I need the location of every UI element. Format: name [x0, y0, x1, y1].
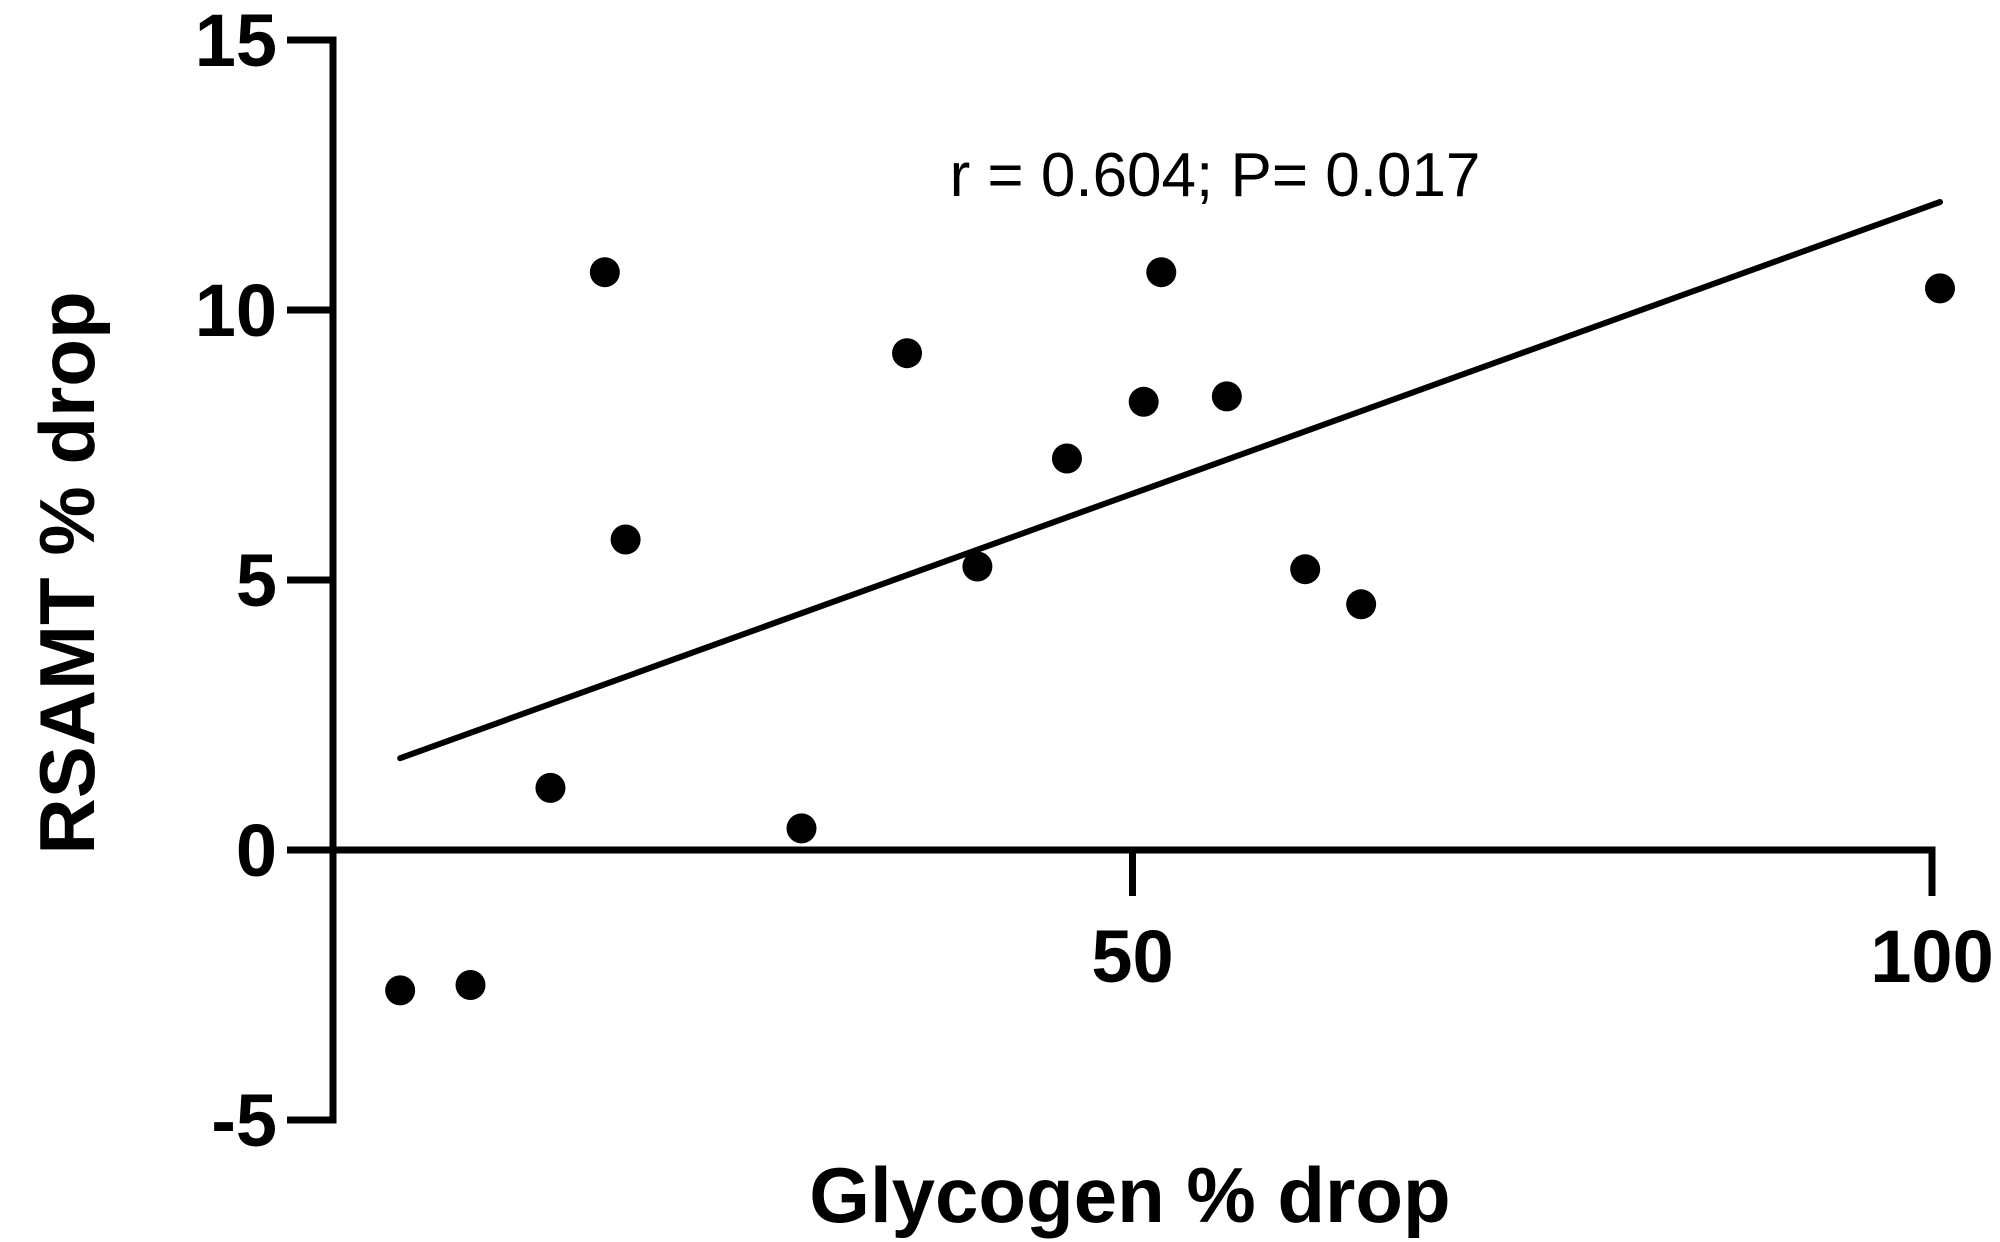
regression-line-group: [397, 199, 1943, 762]
y-tick-label: -5: [211, 1079, 277, 1162]
data-point: [385, 975, 416, 1006]
data-point: [1051, 443, 1082, 474]
data-point: [1146, 257, 1177, 288]
data-point: [455, 970, 486, 1000]
regression-line: [397, 199, 1943, 762]
y-axis-title: RSAMT % drop: [23, 291, 111, 854]
y-tick-label: 5: [236, 539, 277, 622]
y-tick-label: 10: [195, 269, 277, 352]
data-point: [1924, 273, 1955, 304]
data-point: [610, 524, 641, 555]
data-point: [535, 772, 566, 803]
y-tick-label: 0: [236, 809, 277, 892]
data-point: [1128, 386, 1159, 417]
data-points: [385, 257, 1955, 1006]
data-point: [786, 813, 817, 844]
data-point: [962, 551, 993, 582]
data-point: [589, 257, 620, 288]
data-point: [1346, 589, 1377, 620]
y-tick-label: 15: [195, 0, 277, 82]
x-tick-label: 50: [1091, 915, 1173, 998]
correlation-annotation: r = 0.604; P= 0.017: [950, 141, 1481, 210]
data-point: [1211, 381, 1242, 412]
data-point: [892, 338, 923, 369]
data-point: [1290, 554, 1321, 585]
x-tick-label: 100: [1870, 915, 1993, 998]
x-axis-title: Glycogen % drop: [809, 1151, 1450, 1239]
